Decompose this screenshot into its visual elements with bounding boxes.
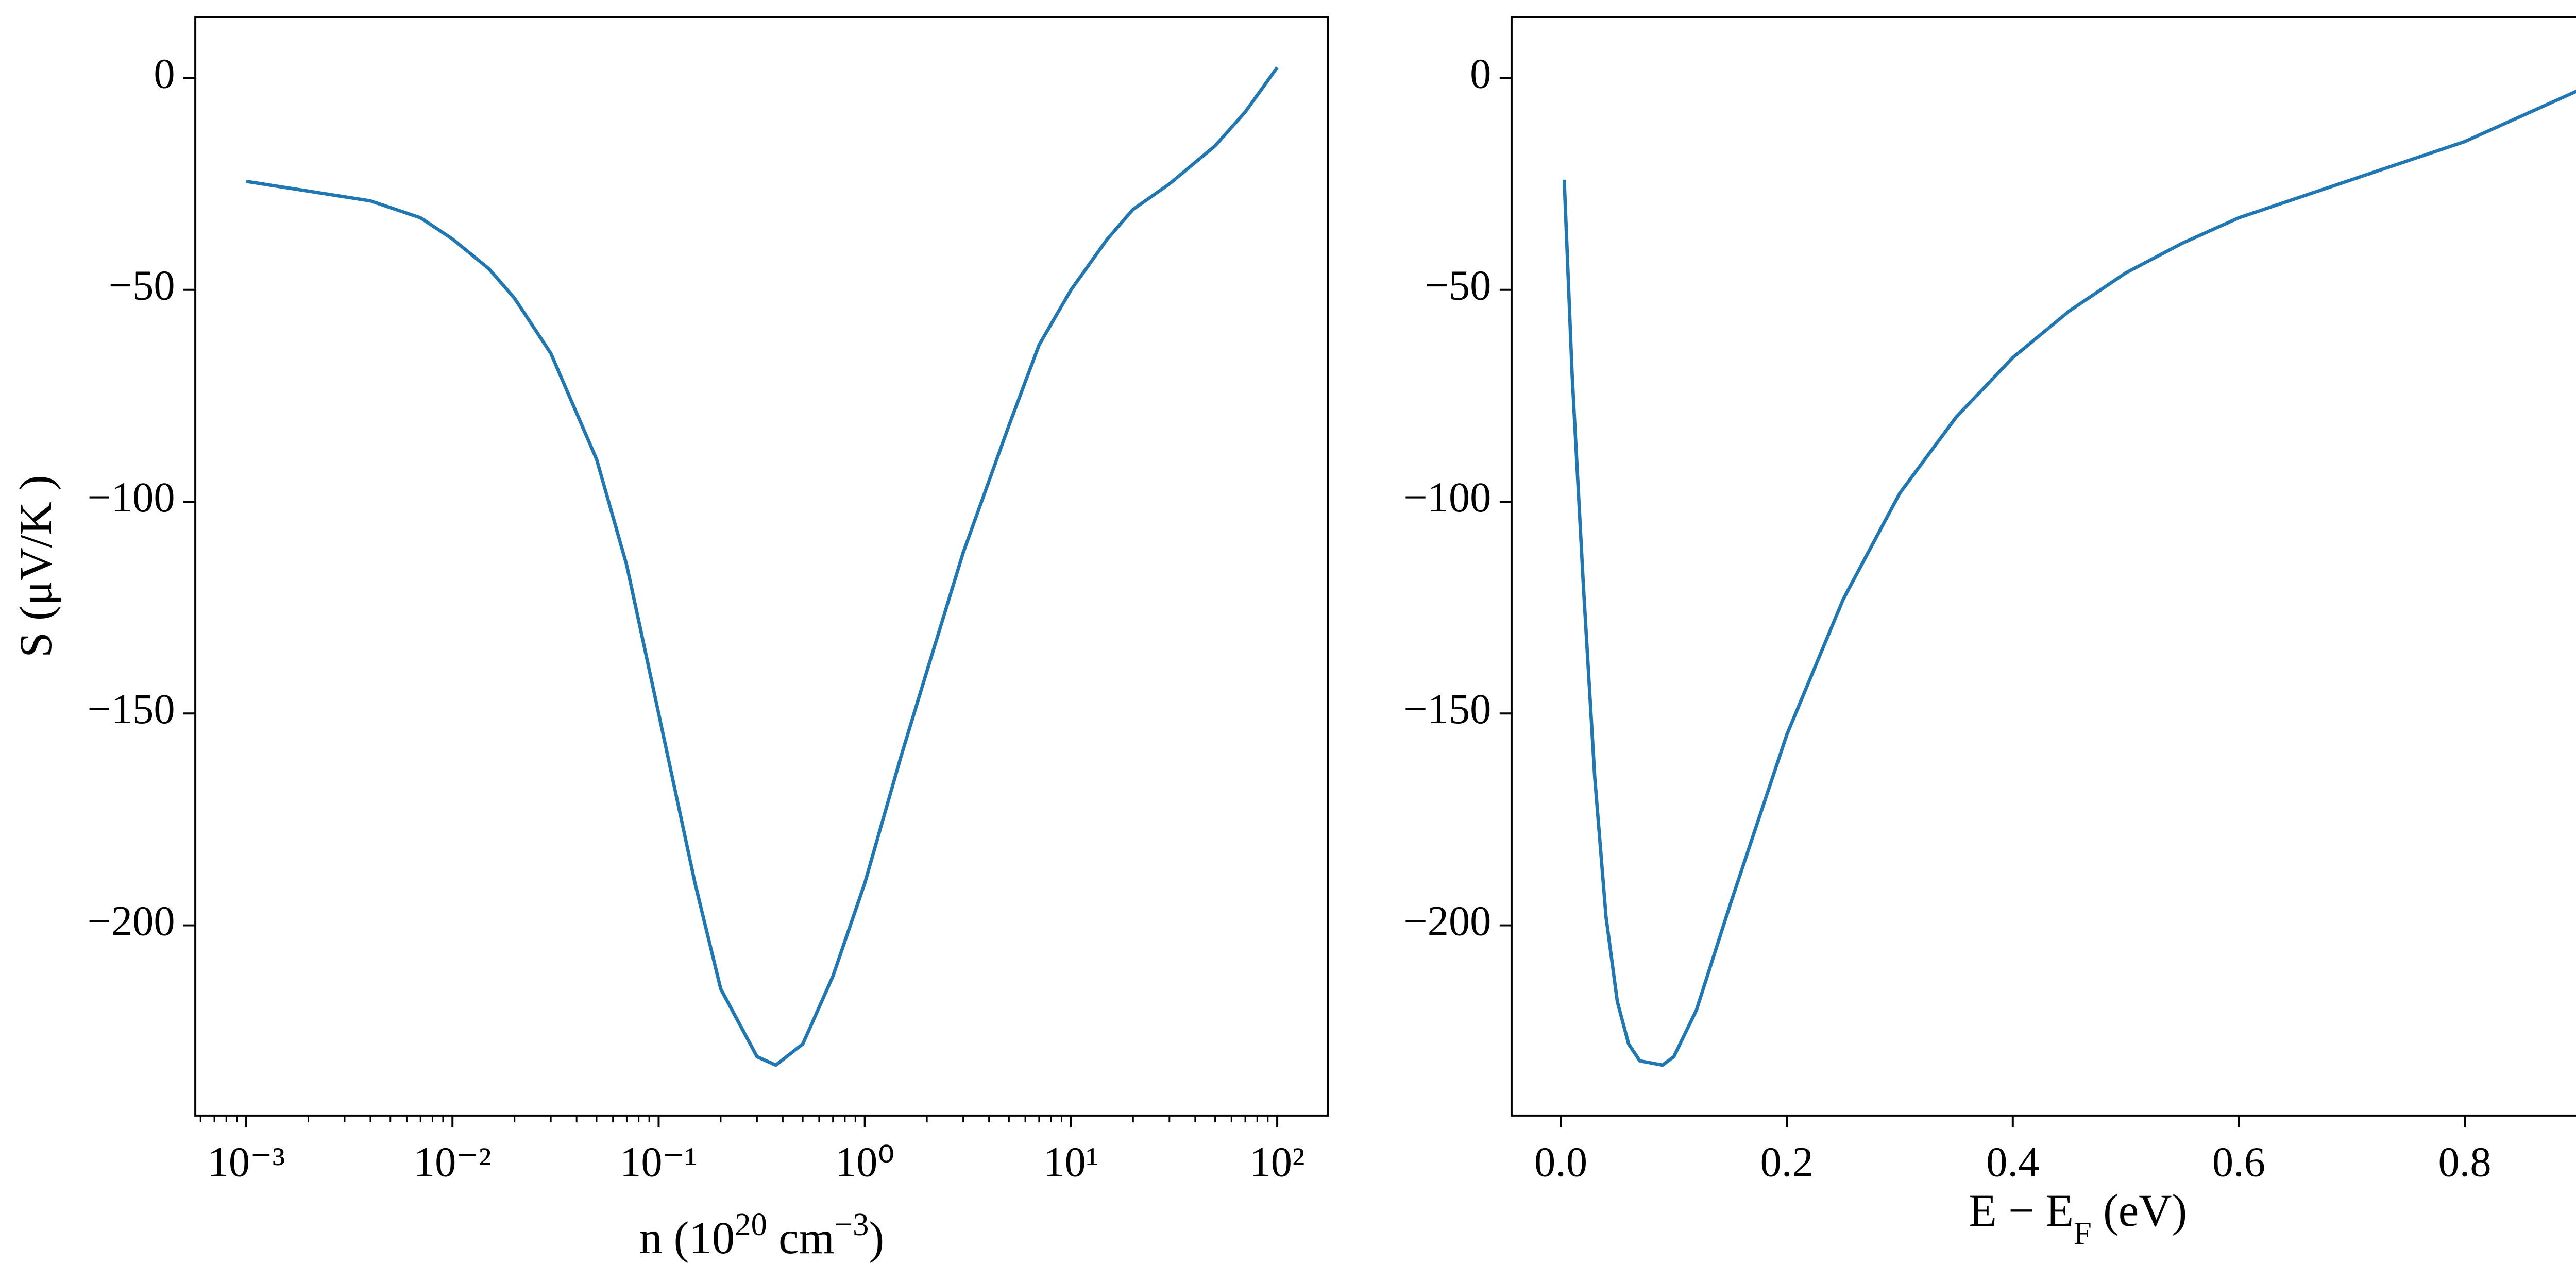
y-tick-label: −150 xyxy=(87,686,175,732)
x-tick-label: 10⁻¹ xyxy=(620,1139,698,1186)
x-tick-label: 10⁻³ xyxy=(208,1139,285,1186)
x-axis-label: n (1020 cm−3) xyxy=(639,1206,884,1263)
data-line xyxy=(246,66,1279,1067)
x-axis-label: E − EF (eV) xyxy=(1969,1186,2188,1251)
panel: 0 −50 −100 −150 −200 0.0 0.2 0.4 0.6 0.8 E − EF (e… xyxy=(1403,16,2576,1251)
axes-frame xyxy=(1510,16,2576,1117)
x-tick-label: 0.0 xyxy=(1534,1139,1587,1186)
y-tick-label: −200 xyxy=(87,897,175,944)
y-tick-label: 0 xyxy=(154,50,175,97)
panel: 0 −50 −100 −150 −200 10⁻³ 10⁻² 10⁻¹ 10⁰ 10¹ 10² n (… xyxy=(11,16,1329,1263)
x-tick-label: 0.2 xyxy=(1760,1139,1814,1186)
label-part: ) xyxy=(869,1213,885,1263)
x-tick-label: 10² xyxy=(1249,1139,1304,1186)
y-tick-label: −50 xyxy=(1425,262,1491,309)
x-tick-label: 0.8 xyxy=(2438,1139,2492,1186)
y-tick-label: −150 xyxy=(1403,686,1491,732)
y-tick-label: −200 xyxy=(1403,897,1491,944)
label-part: cm xyxy=(767,1213,835,1263)
y-tick-label: −50 xyxy=(109,262,175,309)
axes-frame xyxy=(194,16,1329,1117)
y-tick-label: −100 xyxy=(87,474,175,521)
label-part: F xyxy=(2074,1215,2092,1251)
label-part: E − E xyxy=(1969,1186,2074,1236)
label-part: n (10 xyxy=(639,1213,735,1263)
x-tick-label: 10⁰ xyxy=(835,1139,894,1186)
x-tick-label: 10⁻² xyxy=(414,1139,492,1186)
y-tick-label: −100 xyxy=(1403,474,1491,521)
x-tick-label: 0.4 xyxy=(1986,1139,2039,1186)
label-part: −3 xyxy=(835,1206,869,1242)
label-part: S (μV/K ) xyxy=(11,475,61,657)
y-axis-label: S (μV/K ) xyxy=(11,475,61,657)
label-part: (eV) xyxy=(2092,1186,2187,1236)
data-line xyxy=(1562,90,2576,1067)
x-tick-label: 10¹ xyxy=(1043,1139,1098,1186)
x-tick-label: 0.6 xyxy=(2212,1139,2265,1186)
y-tick-label: 0 xyxy=(1470,50,1491,97)
label-part: 20 xyxy=(735,1206,767,1242)
